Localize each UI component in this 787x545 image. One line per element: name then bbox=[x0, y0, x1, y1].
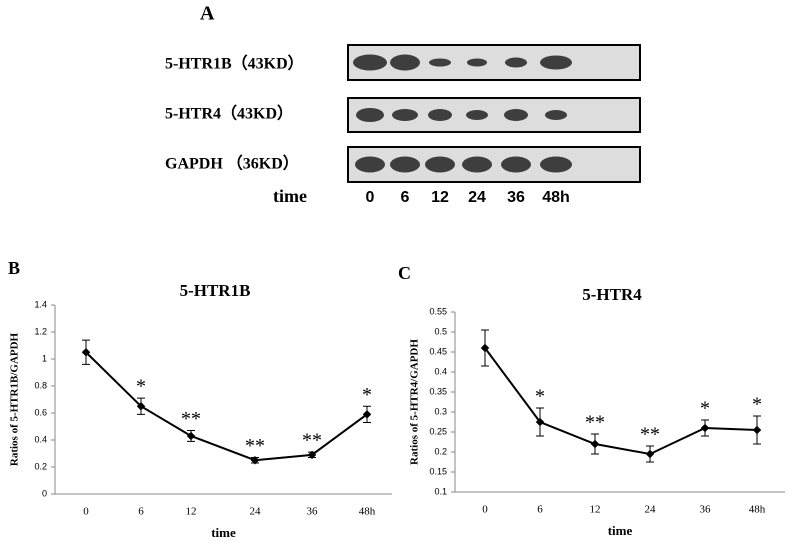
blot-band bbox=[504, 109, 528, 121]
annotation: * bbox=[362, 384, 372, 406]
chart-title: 5-HTR1B bbox=[180, 281, 251, 300]
blot-band bbox=[540, 156, 572, 173]
y-tick-label: 0 bbox=[42, 488, 47, 498]
blot-band bbox=[390, 54, 420, 71]
x-axis-label: time bbox=[211, 525, 236, 540]
marker bbox=[535, 417, 545, 427]
y-tick-label: 1.2 bbox=[34, 326, 47, 336]
lane-label: 12 bbox=[431, 189, 449, 206]
blot-band bbox=[425, 156, 455, 173]
x-tick-label: 6 bbox=[537, 504, 543, 516]
blot-band bbox=[353, 54, 387, 71]
lane-label: 6 bbox=[401, 189, 410, 206]
x-tick-label: 24 bbox=[645, 504, 657, 516]
annotation: * bbox=[136, 376, 146, 398]
y-tick-label: 0.2 bbox=[434, 446, 447, 456]
line bbox=[484, 347, 758, 456]
marker bbox=[186, 431, 196, 441]
chart-title: 5-HTR4 bbox=[582, 285, 642, 304]
annotation: * bbox=[700, 398, 710, 420]
y-tick-label: 1 bbox=[42, 353, 47, 363]
blot-band bbox=[462, 156, 492, 173]
blot-band bbox=[466, 110, 488, 120]
annotation: ** bbox=[640, 424, 660, 446]
blot-band bbox=[392, 109, 418, 121]
marker bbox=[700, 423, 710, 433]
x-tick-label: 0 bbox=[482, 504, 488, 516]
blot-row-label: GAPDH （36KD） bbox=[165, 155, 299, 173]
y-tick-label: 0.35 bbox=[429, 386, 447, 396]
x-tick-label: 12 bbox=[590, 504, 601, 516]
marker bbox=[136, 402, 146, 411]
y-axis-label: Ratios of 5-HTR1B/GAPDH bbox=[9, 332, 21, 466]
y-tick-label: 0.4 bbox=[34, 434, 47, 444]
marker bbox=[307, 450, 317, 460]
blot-band bbox=[356, 108, 384, 122]
y-tick-label: 0.45 bbox=[429, 346, 447, 356]
x-tick-label: 36 bbox=[307, 506, 319, 518]
lane-label: 0 bbox=[366, 189, 375, 206]
y-tick-label: 0.6 bbox=[34, 407, 47, 417]
annotation: ** bbox=[585, 412, 605, 434]
marker bbox=[645, 449, 655, 459]
y-tick-label: 0.2 bbox=[34, 461, 47, 471]
blot-band bbox=[501, 156, 531, 173]
x-axis-label: time bbox=[608, 523, 633, 538]
blot-band bbox=[390, 156, 420, 173]
blot-band bbox=[429, 58, 451, 67]
x-tick-label: 6 bbox=[138, 506, 144, 518]
panel-label: C bbox=[398, 263, 411, 283]
marker bbox=[81, 348, 91, 357]
marker bbox=[250, 456, 260, 465]
panel-label: A bbox=[200, 3, 215, 25]
y-tick-label: 0.25 bbox=[429, 426, 447, 436]
blot-band bbox=[428, 109, 452, 121]
x-tick-label: 0 bbox=[83, 506, 89, 518]
marker bbox=[752, 425, 762, 435]
blot-band bbox=[505, 57, 527, 68]
blot-band bbox=[540, 55, 572, 70]
blot-row-label: 5-HTR1B（43KD） bbox=[165, 55, 304, 73]
x-tick-label: 48h bbox=[359, 506, 376, 518]
x-tick-label: 48h bbox=[749, 504, 766, 516]
blot-band bbox=[545, 110, 567, 120]
y-tick-label: 0.4 bbox=[434, 366, 447, 376]
lane-label: 48h bbox=[542, 189, 570, 206]
y-tick-label: 0.5 bbox=[434, 326, 447, 336]
blot-row-label: 5-HTR4（43KD） bbox=[165, 105, 293, 123]
annotation: ** bbox=[181, 408, 201, 430]
marker bbox=[480, 343, 490, 353]
y-axis-label: Ratios of 5-HTR4/GAPDH bbox=[409, 339, 421, 465]
y-tick-label: 0.1 bbox=[434, 486, 447, 496]
lane-label: 36 bbox=[507, 189, 525, 206]
lane-label: 24 bbox=[468, 189, 486, 206]
annotation: ** bbox=[302, 430, 322, 452]
y-tick-label: 0.55 bbox=[429, 306, 447, 316]
line bbox=[85, 351, 368, 462]
y-tick-label: 0.3 bbox=[434, 406, 447, 416]
x-tick-label: 12 bbox=[186, 506, 197, 518]
blot-band bbox=[467, 58, 487, 67]
blot-band bbox=[355, 156, 385, 173]
x-tick-label: 36 bbox=[700, 504, 712, 516]
marker bbox=[362, 410, 372, 419]
marker bbox=[590, 439, 600, 449]
y-tick-label: 0.8 bbox=[34, 380, 47, 390]
blot-box bbox=[347, 97, 641, 133]
annotation: * bbox=[535, 386, 545, 408]
annotation: * bbox=[752, 394, 762, 416]
y-tick-label: 0.15 bbox=[429, 466, 447, 476]
time-label: time bbox=[273, 186, 307, 206]
y-tick-label: 1.4 bbox=[34, 299, 47, 309]
annotation: ** bbox=[245, 435, 265, 457]
x-tick-label: 24 bbox=[250, 506, 262, 518]
panel-label: B bbox=[8, 258, 20, 278]
